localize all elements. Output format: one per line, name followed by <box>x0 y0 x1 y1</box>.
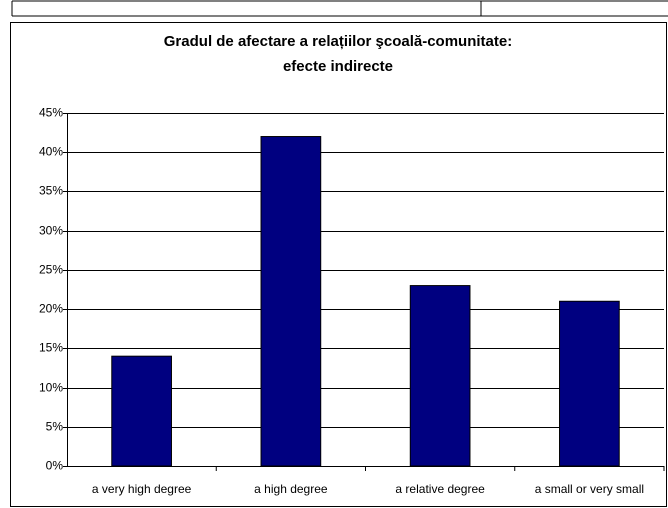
y-tick-label: 40% <box>39 145 63 159</box>
bar <box>111 355 172 467</box>
bar <box>559 300 620 467</box>
x-tick-label: a high degree <box>254 482 328 496</box>
y-tick-label: 20% <box>39 302 63 316</box>
x-tick-label: a very high degree <box>92 482 192 496</box>
y-tick-label: 25% <box>39 263 63 277</box>
y-tick-label: 35% <box>39 184 63 198</box>
y-tick-label: 45% <box>39 106 63 120</box>
y-tick-label: 5% <box>46 420 64 434</box>
bar <box>260 136 322 467</box>
y-tick-label: 15% <box>39 341 63 355</box>
bar <box>409 285 471 467</box>
y-tick-label: 30% <box>39 224 63 238</box>
y-tick-label: 0% <box>46 459 64 473</box>
x-tick-label: a small or very small <box>535 482 644 496</box>
y-tick-label: 10% <box>39 381 63 395</box>
chart-title: efecte indirecte <box>283 58 393 75</box>
chart-title: Gradul de afectare a relațiilor şcoală-c… <box>164 33 512 50</box>
x-tick-label: a relative degree <box>395 482 485 496</box>
